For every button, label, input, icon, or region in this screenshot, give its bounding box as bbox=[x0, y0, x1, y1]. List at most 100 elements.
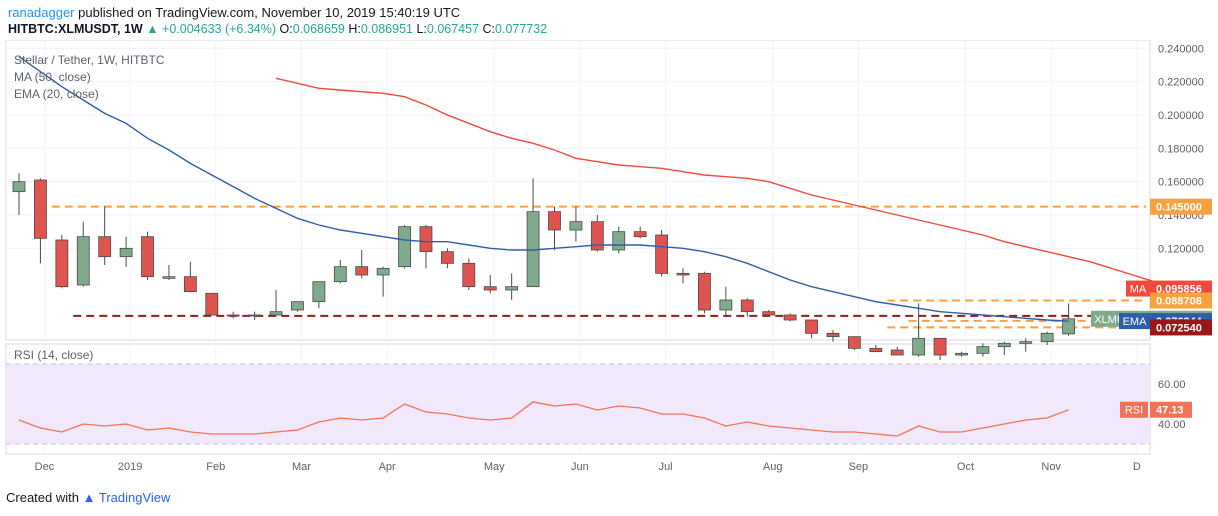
support-tag-box bbox=[1150, 319, 1212, 336]
candle-body bbox=[847, 336, 861, 349]
y-tick-label: 0.240000 bbox=[1158, 43, 1204, 55]
support-tag: 0.072540 bbox=[1156, 322, 1202, 334]
candle-body bbox=[762, 311, 776, 316]
tradingview-brand[interactable]: TradingView bbox=[98, 490, 171, 505]
low-value: 0.067457 bbox=[426, 22, 480, 36]
candle-body bbox=[248, 314, 262, 317]
y-tick-label: 0.120000 bbox=[1158, 243, 1204, 255]
candle-body bbox=[398, 226, 411, 268]
high-label: H: bbox=[348, 22, 361, 36]
x-tick-label: 2019 bbox=[118, 461, 142, 473]
x-tick-label: Dec bbox=[35, 461, 55, 473]
published-text: published on TradingView.com, November 1… bbox=[78, 5, 461, 20]
resistance-tag-box bbox=[1150, 292, 1212, 309]
open-label: O: bbox=[279, 22, 293, 36]
candle-body bbox=[55, 239, 69, 288]
x-tick-label: D bbox=[1133, 461, 1141, 473]
ma50-line bbox=[275, 77, 1176, 288]
change-value: ▲ +0.004633 (+6.34%) bbox=[146, 22, 277, 36]
candle-body bbox=[1040, 332, 1054, 343]
candle-body bbox=[590, 221, 604, 251]
rsi-y-tick: 40.00 bbox=[1158, 419, 1186, 431]
x-tick-label: Aug bbox=[763, 461, 783, 473]
y-tick-label: 0.180000 bbox=[1158, 143, 1204, 155]
rsi-value: 47.13 bbox=[1156, 405, 1184, 417]
ema-tag-prefix: EMA bbox=[1123, 316, 1148, 328]
author-link[interactable]: ranadagger bbox=[8, 5, 75, 20]
x-tick-label: Mar bbox=[292, 461, 311, 473]
candle-body bbox=[955, 352, 968, 356]
rsi-prefix-box bbox=[1120, 401, 1148, 418]
candle-body bbox=[740, 299, 754, 313]
rsi-y-tick: 60.00 bbox=[1158, 379, 1186, 391]
ma-tag-prefix: MA bbox=[1130, 284, 1147, 296]
x-tick-label: Sep bbox=[849, 461, 869, 473]
candle-body bbox=[205, 292, 219, 316]
candle-body bbox=[633, 231, 647, 238]
x-tick-label: May bbox=[484, 461, 505, 473]
candle-body bbox=[826, 332, 840, 338]
candle-body bbox=[355, 266, 369, 276]
candle-body bbox=[1019, 341, 1033, 344]
candle-body bbox=[440, 251, 454, 264]
ma-tag-prefix-box bbox=[1126, 280, 1150, 297]
candle-body bbox=[698, 272, 711, 311]
x-tick-label: Apr bbox=[379, 461, 396, 473]
rsi-legend[interactable]: RSI (14, close) bbox=[14, 348, 94, 362]
candle-body bbox=[976, 346, 990, 354]
created-with-text: Created with bbox=[6, 490, 79, 505]
candle-body bbox=[719, 299, 733, 311]
resistance-high-tag: 0.145000 bbox=[1156, 202, 1202, 214]
candle-body bbox=[1062, 318, 1075, 335]
candle-body bbox=[676, 272, 690, 276]
candle-body bbox=[162, 276, 176, 279]
x-tick-label: Jul bbox=[659, 461, 673, 473]
ema20-line bbox=[18, 56, 1069, 322]
candle-body bbox=[912, 337, 926, 356]
candle-body bbox=[76, 236, 90, 286]
candle-body bbox=[997, 342, 1011, 348]
open-value: 0.068659 bbox=[292, 22, 345, 36]
resistance-high-tag-box bbox=[1150, 198, 1212, 215]
close-label: C: bbox=[482, 22, 496, 36]
x-tick-label: Jun bbox=[571, 461, 589, 473]
candle-body bbox=[269, 311, 283, 316]
rsi-line bbox=[18, 401, 1069, 437]
high-value: 0.086951 bbox=[360, 22, 413, 36]
candle-body bbox=[98, 236, 112, 258]
ma-legend[interactable]: MA (50, close) bbox=[14, 70, 91, 84]
candle-body bbox=[12, 181, 26, 193]
candle-body bbox=[612, 231, 626, 251]
candle-body bbox=[141, 236, 154, 278]
candle-body bbox=[419, 226, 433, 253]
candle-body bbox=[569, 221, 583, 231]
resistance-tag: 0.088708 bbox=[1156, 295, 1202, 307]
chart-title: Stellar / Tether, 1W, HITBTC bbox=[14, 53, 165, 67]
ohlc-line: HITBTC:XLMUSDT, 1W ▲ +0.004633 (+6.34%) … bbox=[8, 22, 547, 36]
candle-body bbox=[805, 319, 818, 334]
y-tick-label: 0.220000 bbox=[1158, 77, 1204, 89]
publish-info: ranadagger published on TradingView.com,… bbox=[8, 5, 460, 20]
rsi-prefix: RSI bbox=[1125, 405, 1143, 417]
candle-body bbox=[119, 247, 133, 258]
ema-legend[interactable]: EMA (20, close) bbox=[14, 87, 99, 101]
candle-body bbox=[869, 347, 883, 353]
y-tick-label: 0.200000 bbox=[1158, 110, 1204, 122]
tradingview-logo-icon: ▲ bbox=[82, 490, 96, 505]
price-chart[interactable]: 0.240000 0.220000 0.200000 0.180000 0.160000… bbox=[0, 40, 1218, 486]
y-tick-label: 0.160000 bbox=[1158, 177, 1204, 189]
candle-body bbox=[333, 266, 347, 283]
candle-body bbox=[291, 301, 304, 311]
candle-body bbox=[505, 286, 519, 291]
candle-body bbox=[890, 349, 904, 356]
close-value: 0.077732 bbox=[495, 22, 548, 36]
symbol-label: HITBTC:XLMUSDT, 1W bbox=[8, 22, 143, 36]
rsi-value-box bbox=[1150, 401, 1192, 418]
price-pane[interactable] bbox=[5, 40, 1151, 341]
x-tick-label: Feb bbox=[206, 461, 225, 473]
candle-body bbox=[183, 276, 197, 293]
candle-body bbox=[462, 262, 476, 288]
candle-body bbox=[783, 314, 797, 321]
candle-body bbox=[483, 286, 497, 291]
candle-body bbox=[655, 234, 668, 274]
